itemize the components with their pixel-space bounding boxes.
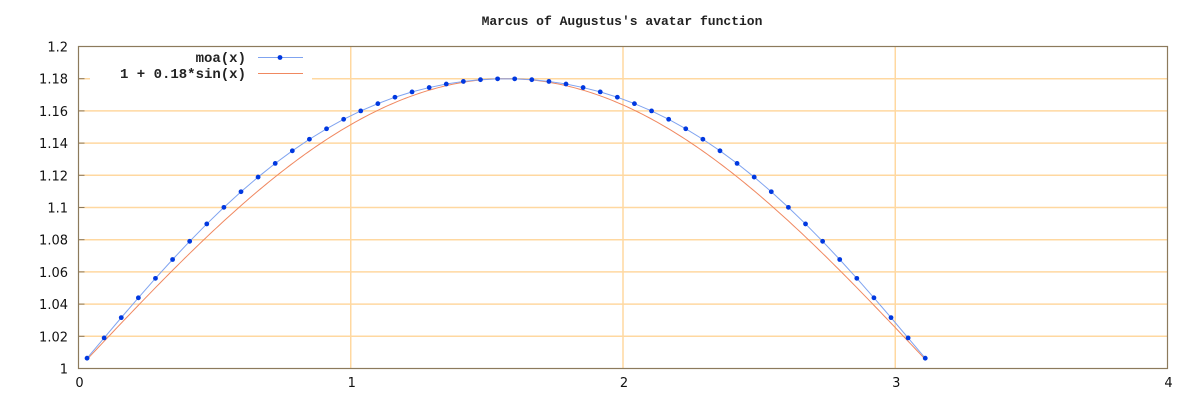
y-tick-label: 1.16: [39, 105, 68, 120]
data-point-moa: [922, 355, 928, 361]
data-point-moa: [460, 79, 466, 84]
legend-box: [90, 49, 312, 83]
x-tick-label: 2: [620, 376, 628, 391]
data-point-moa: [751, 174, 757, 180]
data-point-moa: [289, 148, 295, 154]
legend: moa(x) 1 + 0.18*sin(x): [120, 51, 303, 83]
data-point-moa: [392, 94, 398, 100]
data-point-moa: [324, 126, 329, 132]
x-axis: 0 1 2 3 4: [75, 376, 1172, 391]
data-point-moa: [649, 108, 654, 114]
data-point-moa: [888, 315, 894, 321]
data-point-moa: [495, 76, 501, 82]
y-tick-label: 1.02: [39, 330, 68, 345]
data-point-moa: [666, 116, 672, 122]
y-tick-label: 1.04: [39, 298, 68, 313]
legend-background: [90, 49, 312, 83]
data-point-moa: [358, 108, 364, 114]
data-point-moa: [871, 295, 877, 301]
data-point-moa: [204, 221, 210, 227]
data-point-moa: [717, 148, 723, 154]
y-tick-label: 1.14: [39, 137, 68, 152]
data-point-moa: [546, 79, 552, 84]
x-tick-label: 1: [348, 376, 356, 391]
legend-label-moa: moa(x): [196, 51, 246, 67]
data-point-moa: [768, 189, 774, 195]
data-point-moa: [443, 81, 449, 87]
data-point-moa: [614, 94, 620, 100]
data-point-moa: [563, 81, 569, 87]
data-point-moa: [734, 160, 740, 166]
data-point-moa: [307, 136, 312, 142]
data-point-moa: [683, 126, 689, 132]
data-point-moa: [255, 174, 261, 180]
data-point-moa: [854, 275, 860, 281]
legend-point-moa: [277, 55, 283, 60]
grid: [78, 46, 1168, 369]
data-point-moa: [341, 116, 347, 122]
data-point-moa: [820, 238, 826, 244]
data-point-moa: [238, 189, 244, 195]
y-tick-label: 1.12: [39, 169, 68, 184]
y-tick-label: 1.06: [39, 266, 68, 281]
data-point-moa: [597, 89, 603, 95]
data-point-moa: [700, 136, 706, 142]
data-point-moa: [426, 85, 432, 90]
y-tick-label: 1.18: [39, 73, 68, 88]
data-point-moa: [118, 315, 124, 321]
data-point-moa: [512, 76, 518, 82]
y-tick-label: 1.1: [47, 202, 68, 217]
data-point-moa: [785, 204, 791, 210]
y-tick-label: 1.2: [47, 41, 68, 56]
plot-frame: [77, 45, 1169, 370]
data-point-moa: [632, 101, 637, 107]
series-layer: [84, 76, 928, 361]
data-point-moa: [375, 101, 381, 107]
legend-label-sin: 1 + 0.18*sin(x): [120, 67, 246, 83]
data-point-moa: [101, 335, 107, 341]
y-tick-label: 1: [60, 363, 68, 378]
data-point-moa: [221, 204, 227, 210]
data-point-moa: [187, 238, 193, 244]
data-point-moa: [580, 85, 586, 90]
y-axis: 1 1.02 1.04 1.06 1.08 1.1 1.12 1.14 1.16 1.18 1.2: [39, 41, 85, 378]
data-point-moa: [153, 275, 158, 281]
x-tick-label: 4: [1164, 376, 1172, 391]
series-line-moa: [86, 78, 926, 359]
x-tick-label: 0: [75, 376, 83, 391]
data-point-moa: [803, 221, 808, 227]
data-point-moa: [272, 160, 278, 166]
data-point-moa: [905, 335, 911, 341]
data-point-moa: [409, 89, 415, 95]
data-point-moa: [84, 355, 90, 361]
x-tick-label: 3: [892, 376, 900, 391]
data-point-moa: [135, 295, 141, 301]
data-point-moa: [478, 77, 483, 83]
y-tick-label: 1.08: [39, 234, 68, 249]
data-point-moa: [837, 257, 843, 262]
data-point-moa: [529, 77, 535, 83]
chart-title: Marcus of Augustus's avatar function: [482, 14, 763, 29]
series-line-sin: [86, 78, 926, 360]
data-point-moa: [170, 257, 175, 262]
